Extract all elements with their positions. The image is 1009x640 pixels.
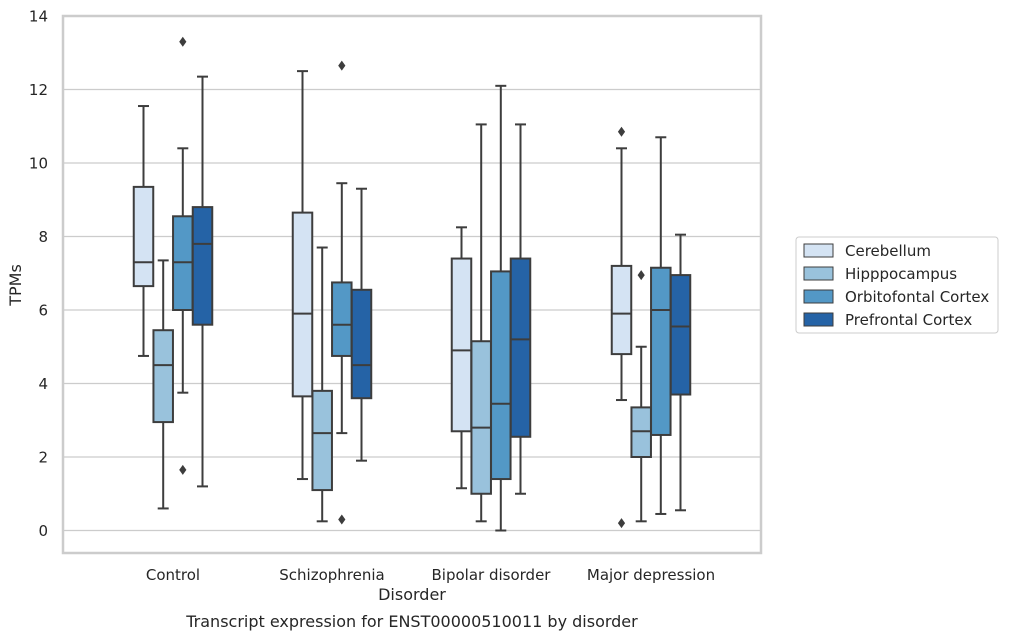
iqr-box <box>191 206 214 326</box>
box-orbitofontal-cortex-control <box>172 36 194 475</box>
outlier-point <box>338 60 346 71</box>
box-orbitofontal-cortex-bipolar-disorder <box>490 84 512 532</box>
outlier-point <box>338 514 346 525</box>
outlier-point <box>637 270 645 281</box>
y-tick-label: 8 <box>38 228 48 246</box>
iqr-box <box>490 270 512 481</box>
y-tick-label: 2 <box>38 449 48 467</box>
iqr-box <box>650 266 672 436</box>
box-cerebellum-bipolar-disorder <box>450 226 473 490</box>
x-axis-label: Disorder <box>378 585 446 604</box>
outlier-point <box>179 36 187 47</box>
box-prefrontal-cortex-control <box>191 75 214 488</box>
y-tick-label: 4 <box>38 375 48 393</box>
y-tick-label: 6 <box>38 302 48 320</box>
legend-label: Prefrontal Cortex <box>845 311 972 329</box>
y-tick-label: 10 <box>29 155 48 173</box>
y-tick-label: 12 <box>29 81 48 99</box>
legend: Cerebellum Hipppocampus Orbitofontal Corte… <box>795 236 999 334</box>
iqr-box <box>509 257 532 438</box>
legend-label: Hipppocampus <box>845 265 957 283</box>
legend-swatch <box>803 289 834 304</box>
box-prefrontal-cortex-schizophrenia <box>350 187 373 462</box>
axes: 0 2 4 6 8 10 12 14 Control Schizophrenia Bipolar d… <box>29 8 763 584</box>
x-tick-label: Schizophrenia <box>279 566 384 584</box>
iqr-box <box>311 389 333 492</box>
box-hipppocampus-schizophrenia <box>311 246 333 523</box>
iqr-box <box>152 329 174 424</box>
box-cerebellum-schizophrenia <box>291 70 314 481</box>
iqr-box <box>291 211 314 398</box>
iqr-box <box>350 288 373 400</box>
iqr-box <box>450 257 473 433</box>
iqr-box <box>132 185 155 288</box>
box-hipppocampus-control <box>152 259 174 510</box>
iqr-box <box>470 340 492 495</box>
iqr-box <box>610 264 633 356</box>
chart-caption: Transcript expression for ENST0000051001… <box>185 612 638 631</box>
y-tick-label: 14 <box>29 8 48 26</box>
box-cerebellum-control <box>132 105 155 357</box>
box-orbitofontal-cortex-schizophrenia <box>331 60 353 525</box>
x-tick-label: Control <box>146 566 200 584</box>
box-hipppocampus-major-depression <box>630 270 652 523</box>
legend-label: Orbitofontal Cortex <box>845 288 989 306</box>
legend-frame <box>795 236 999 334</box>
box-prefrontal-cortex-bipolar-disorder <box>509 123 532 495</box>
y-tick-label: 0 <box>38 522 48 540</box>
plot-frame <box>61 14 763 555</box>
iqr-box <box>331 281 353 357</box>
legend-swatch <box>803 312 834 327</box>
legend-label: Cerebellum <box>845 242 931 260</box>
outlier-point <box>179 464 187 475</box>
legend-swatch <box>803 266 834 281</box>
outlier-point <box>617 126 626 137</box>
iqr-box <box>669 274 692 396</box>
box-hipppocampus-bipolar-disorder <box>470 123 492 523</box>
box-prefrontal-cortex-major-depression <box>669 233 692 512</box>
legend-swatch <box>803 243 834 258</box>
box-orbitofontal-cortex-major-depression <box>650 136 672 515</box>
box-plot-series <box>132 36 692 532</box>
box-cerebellum-major-depression <box>610 126 633 529</box>
outlier-point <box>617 518 626 529</box>
x-tick-label: Bipolar disorder <box>432 566 552 584</box>
y-axis-label: TPMs <box>6 264 25 307</box>
x-tick-label: Major depression <box>587 566 715 584</box>
